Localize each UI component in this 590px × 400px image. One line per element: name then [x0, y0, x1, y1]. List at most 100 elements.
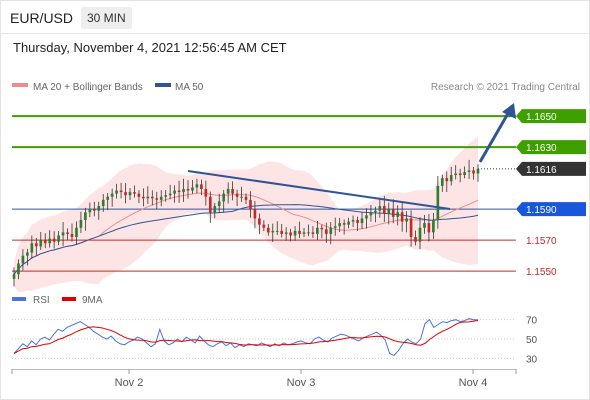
candle-body — [30, 243, 34, 253]
candlesticks — [12, 159, 480, 287]
candle-body — [436, 185, 440, 220]
candle-body — [378, 206, 382, 211]
candle-body — [463, 171, 466, 176]
rsi-tick-label: 50 — [526, 335, 538, 346]
candle-body — [226, 189, 230, 194]
instrument-title: EUR/USD — [10, 10, 74, 26]
candle-body — [284, 232, 288, 234]
candle-body — [369, 212, 373, 216]
candle-body — [52, 238, 56, 242]
candle-body — [374, 210, 377, 213]
candle-body — [106, 196, 110, 200]
candle-body — [454, 173, 458, 176]
candle-body — [159, 196, 163, 200]
candle-body — [320, 227, 324, 230]
candle-body — [177, 190, 181, 193]
candle-body — [186, 189, 190, 191]
candle-body — [70, 233, 74, 238]
trendlines — [187, 103, 516, 210]
candle-body — [43, 240, 47, 244]
candle-body — [173, 190, 176, 194]
ma20-legend-swatch — [12, 83, 28, 87]
candle-body — [164, 195, 168, 197]
candle-body — [289, 232, 292, 236]
candle-body — [12, 274, 16, 279]
ma50-line — [13, 204, 479, 275]
candle-body — [311, 232, 315, 234]
candle-body — [298, 230, 301, 234]
descending-trendline — [187, 170, 451, 210]
candle-body — [204, 189, 208, 197]
candle-body — [476, 168, 480, 174]
x-axis-label: Nov 3 — [287, 377, 316, 389]
rsi-ma-line — [13, 320, 479, 354]
candle-body — [409, 218, 413, 238]
candle-body — [88, 209, 92, 213]
timeframe-badge[interactable]: 30 MIN — [81, 7, 132, 29]
candle-body — [142, 196, 145, 199]
ma50-legend-swatch — [155, 83, 171, 87]
candle-body — [75, 227, 78, 238]
candle-body — [97, 206, 101, 211]
candle-body — [84, 212, 87, 220]
candle-body — [432, 220, 435, 233]
rsi-grid: 70 50 30 — [12, 316, 538, 365]
candle-body — [400, 212, 404, 222]
candle-body — [79, 220, 83, 228]
candle-body — [155, 198, 159, 200]
candle-body — [467, 170, 471, 172]
x-axis-label: Nov 4 — [459, 377, 488, 389]
candle-body — [302, 232, 306, 234]
price-level-labels: 1.1650 1.1630 1.1616 1.1590 1.1570 1.1550 — [516, 109, 586, 278]
candle-body — [133, 192, 136, 194]
candle-body — [360, 218, 364, 224]
rsi-tick-label: 70 — [526, 316, 538, 327]
rsi-ma-legend-label: 9MA — [82, 295, 103, 306]
candle-body — [231, 189, 234, 194]
candle-body — [195, 184, 199, 188]
bollinger-band — [14, 136, 478, 293]
candle-body — [222, 193, 226, 202]
candle-body — [418, 227, 422, 242]
candle-body — [244, 196, 248, 200]
candle-body — [356, 220, 359, 224]
candle-body — [324, 229, 328, 234]
candle-body — [414, 237, 417, 242]
candle-body — [101, 199, 105, 207]
candle-body — [191, 187, 194, 191]
level-label-1.1616: 1.1616 — [526, 165, 557, 176]
level-label-1.1630: 1.1630 — [526, 143, 557, 154]
candle-body — [258, 218, 261, 225]
level-label-1.1550: 1.1550 — [526, 267, 557, 278]
candle-body — [275, 230, 279, 232]
candle-body — [342, 223, 346, 225]
candle-body — [21, 255, 25, 264]
rsi-lines — [13, 318, 479, 356]
level-tag-1.1650 — [516, 109, 586, 124]
candle-body — [137, 193, 141, 197]
ma20-legend-label: MA 20 + Bollinger Bands — [33, 82, 143, 93]
candle-body — [150, 196, 154, 199]
candle-body — [217, 201, 221, 207]
candle-body — [338, 223, 342, 227]
candle-body — [208, 196, 212, 213]
candle-body — [17, 263, 20, 275]
candle-body — [347, 221, 350, 225]
candle-body — [449, 175, 453, 182]
candle-body — [61, 232, 65, 236]
candle-body — [48, 238, 52, 244]
candle-body — [66, 232, 69, 234]
candle-body — [200, 184, 203, 189]
candle-body — [382, 206, 386, 214]
candle-body — [293, 230, 297, 236]
candle-body — [26, 252, 29, 256]
rsi-tick-label: 30 — [526, 354, 538, 365]
level-tag-1.1616 — [516, 161, 586, 176]
candle-body — [307, 232, 310, 234]
level-label-1.1570: 1.1570 — [526, 236, 557, 247]
candle-body — [262, 224, 266, 228]
candle-body — [124, 192, 127, 196]
candle-body — [253, 209, 257, 219]
price-level-lines — [12, 115, 516, 272]
